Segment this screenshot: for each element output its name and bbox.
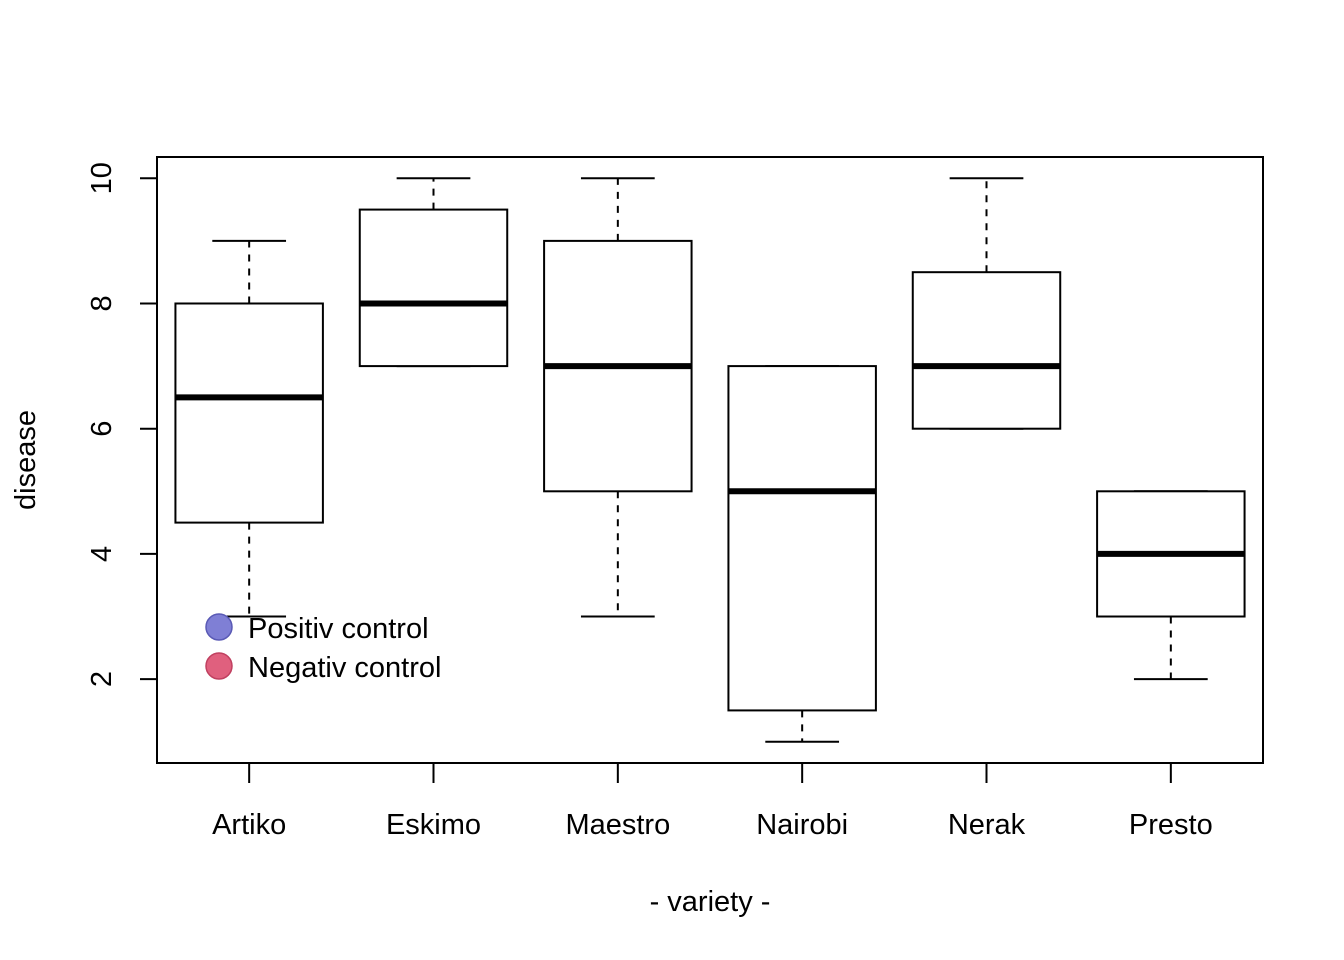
iqr-box-nerak <box>911 271 1062 430</box>
y-tick-label-8: 8 <box>86 295 118 311</box>
iqr-box-nairobi <box>727 365 877 712</box>
legend-label-positiv-control: Positiv control <box>248 613 429 645</box>
box-nerak <box>911 177 1062 430</box>
box-eskimo <box>358 177 509 368</box>
x-tick-label-nerak: Nerak <box>948 809 1026 841</box>
y-axis: 2 4 6 8 10 <box>86 162 158 687</box>
box-presto <box>1096 490 1246 681</box>
y-axis-label: disease <box>10 410 42 510</box>
legend-marker-positiv-control <box>205 613 233 641</box>
boxes-layer <box>174 177 1246 743</box>
x-tick-label-eskimo: Eskimo <box>386 809 481 841</box>
iqr-box-artiko <box>174 302 324 524</box>
y-tick-label-10: 10 <box>86 162 118 194</box>
x-tick-label-artiko: Artiko <box>212 809 286 841</box>
y-tick-label-6: 6 <box>86 421 118 437</box>
box-artiko <box>174 239 324 618</box>
x-tick-label-maestro: Maestro <box>565 809 670 841</box>
x-axis: Artiko Eskimo Maestro Nairobi Nerak Presto <box>212 763 1213 841</box>
iqr-box-eskimo <box>358 208 509 368</box>
x-tick-label-presto: Presto <box>1129 809 1213 841</box>
box-maestro <box>543 177 693 618</box>
x-tick-label-nairobi: Nairobi <box>756 809 848 841</box>
legend-marker-negativ-control <box>205 652 233 680</box>
y-tick-label-2: 2 <box>86 671 118 687</box>
x-axis-label: - variety - <box>650 886 771 918</box>
legend: Positiv control Negativ control <box>205 613 441 684</box>
y-tick-label-4: 4 <box>86 546 118 562</box>
legend-label-negativ-control: Negativ control <box>248 652 441 684</box>
box-nairobi <box>727 365 877 743</box>
